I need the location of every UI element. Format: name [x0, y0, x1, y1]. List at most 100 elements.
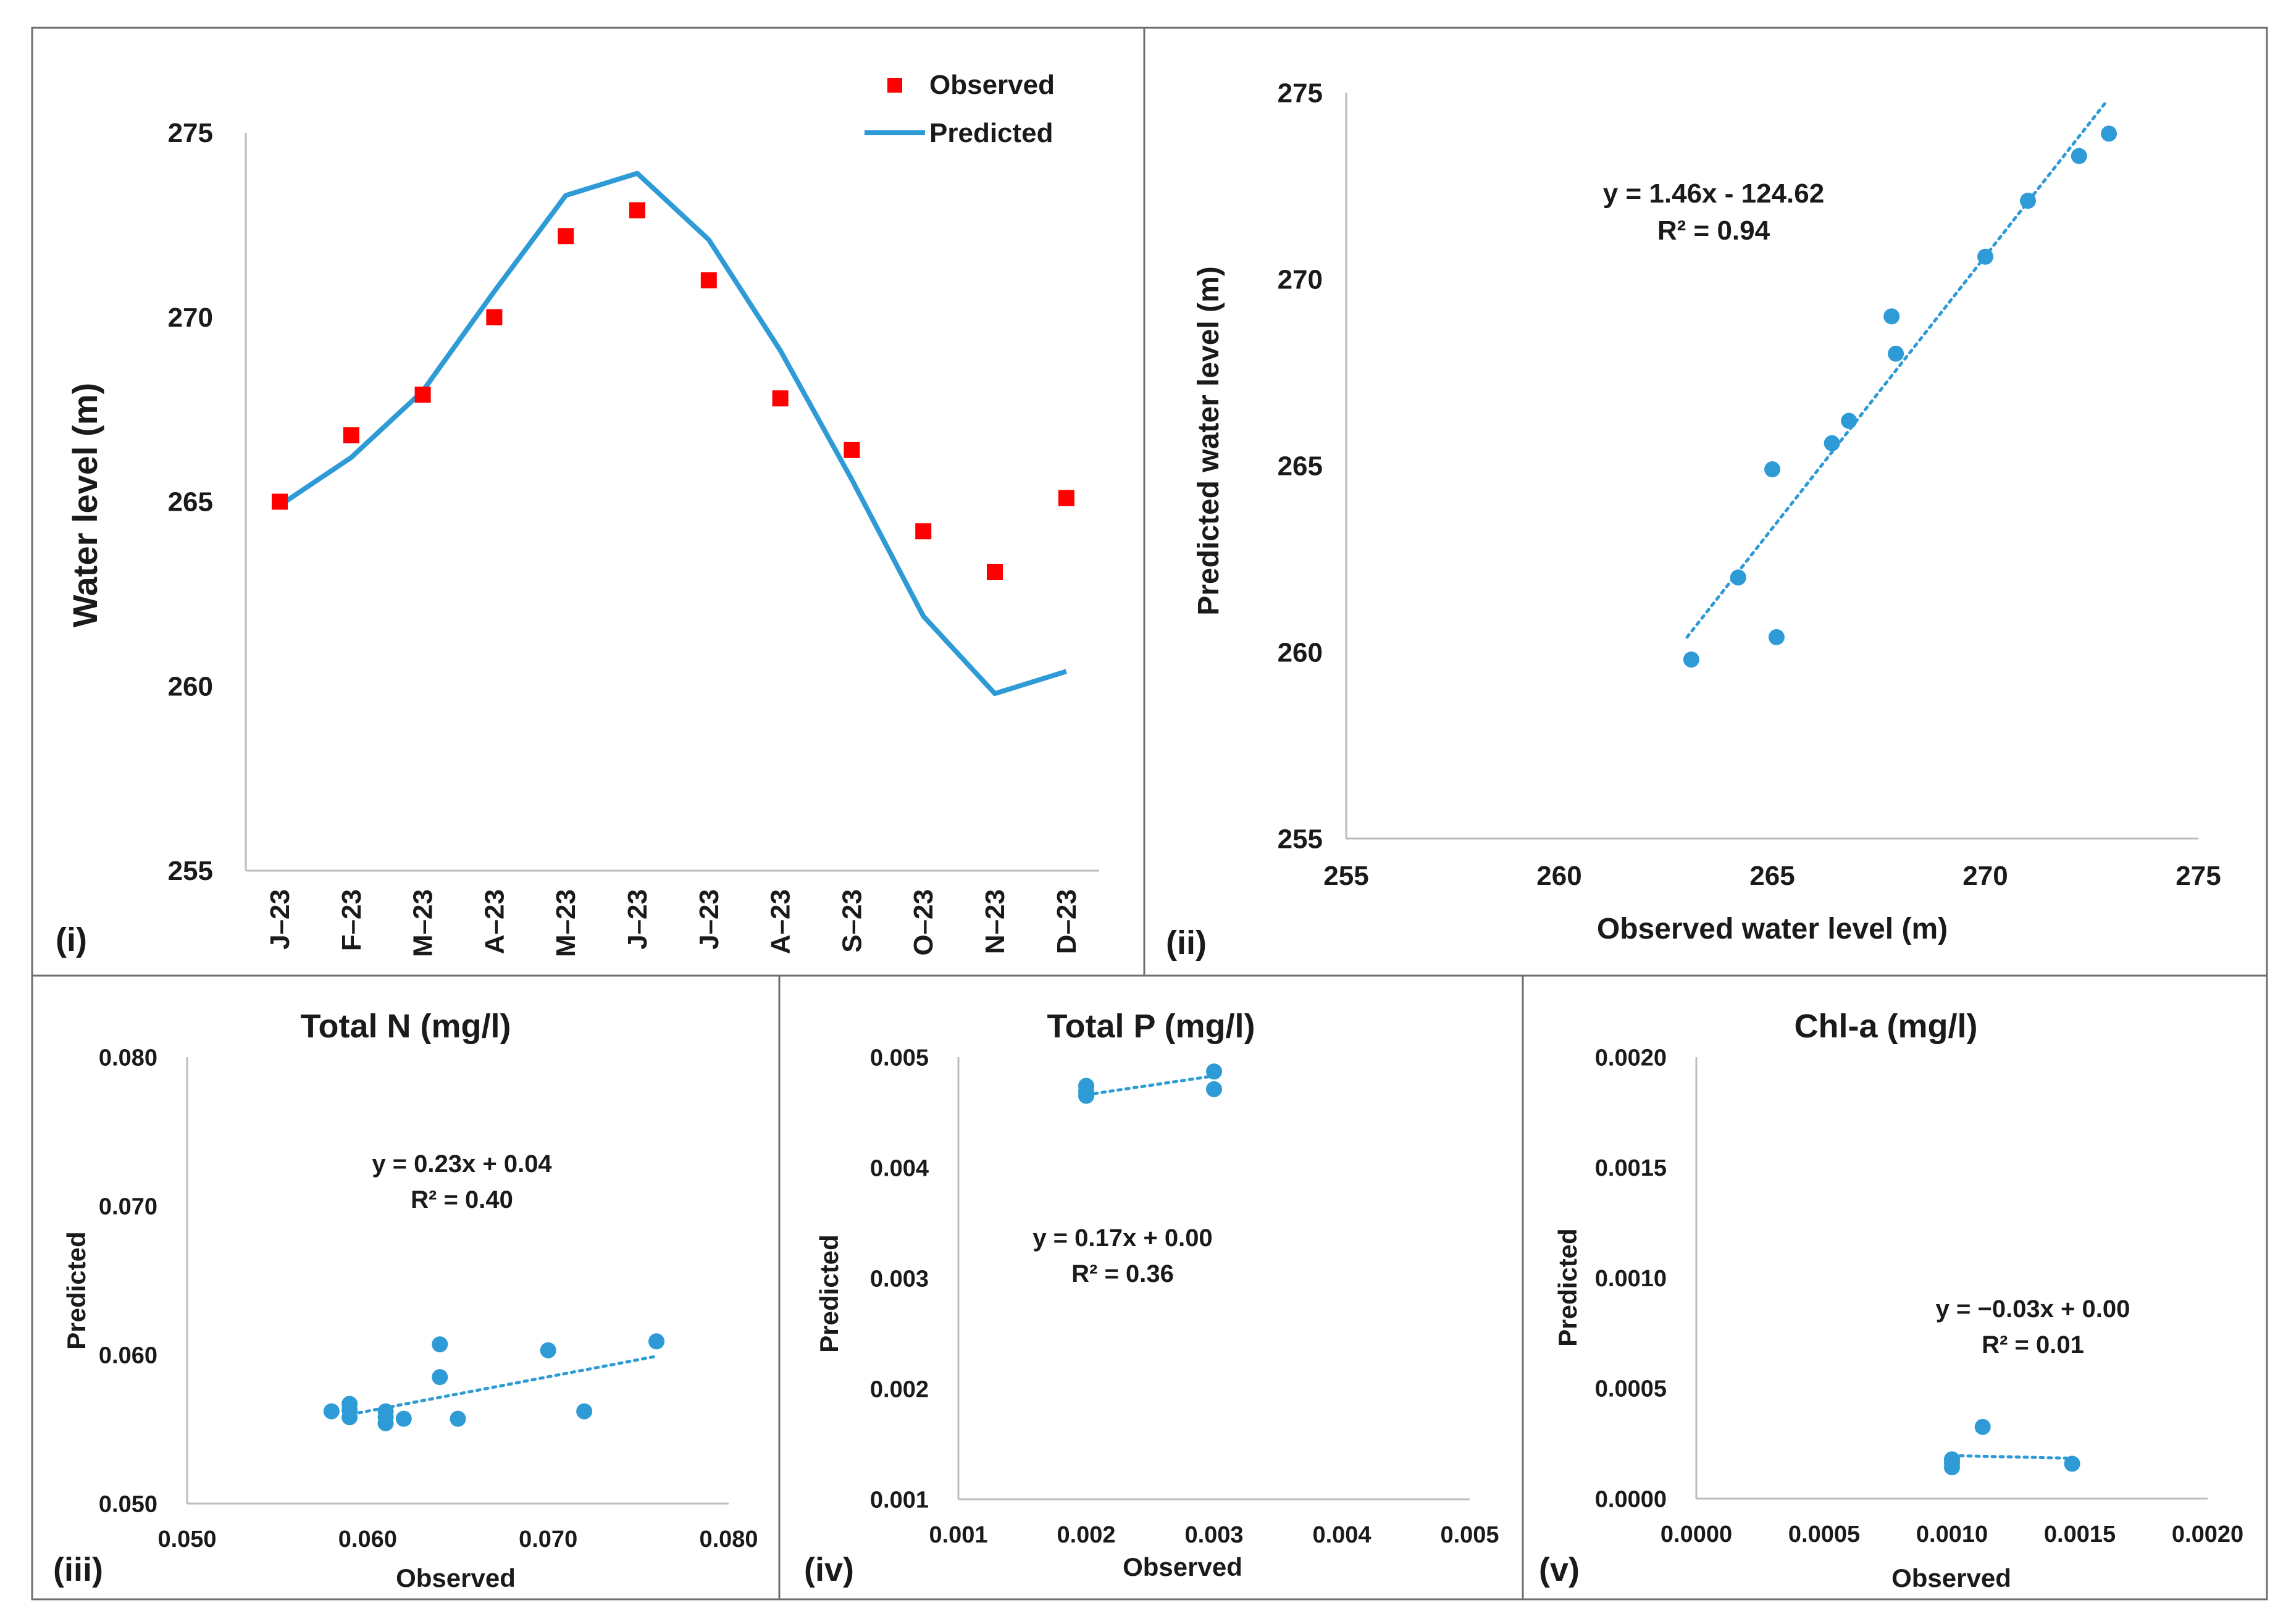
x-tick-label: 0.0010: [1916, 1521, 1988, 1547]
x-tick-label: 0.001: [929, 1522, 987, 1548]
y-tick-labels: 0.050 0.060 0.070 0.080: [99, 1045, 157, 1517]
y-tick-label: 0.004: [870, 1155, 929, 1181]
y-axis-title: Predicted: [62, 1231, 91, 1349]
data-point: [1883, 308, 1900, 325]
observed-marker: [700, 272, 717, 288]
data-point: [1888, 345, 1904, 362]
data-point: [1730, 569, 1746, 586]
trendline: [1685, 102, 2106, 639]
x-tick-label: M–23: [551, 889, 581, 957]
data-point: [432, 1336, 448, 1353]
r-squared: R² = 0.36: [1071, 1260, 1174, 1287]
data-point: [1764, 461, 1780, 478]
data-point: [1824, 435, 1840, 451]
y-tick-label: 255: [168, 856, 213, 886]
x-tick-labels: 0.001 0.002 0.003 0.004 0.005: [929, 1522, 1499, 1548]
r-squared: R² = 0.94: [1657, 216, 1770, 246]
observed-marker: [343, 427, 359, 443]
y-tick-label: 260: [1278, 637, 1323, 668]
observed-marker: [915, 523, 932, 540]
r-squared: R² = 0.40: [411, 1186, 513, 1213]
y-tick-label: 255: [1278, 824, 1323, 854]
data-points: [1683, 125, 2117, 668]
y-tick-label: 0.080: [99, 1045, 157, 1071]
x-tick-label: 260: [1536, 861, 1581, 891]
y-tick-labels: 255 260 265 270 275: [1278, 78, 1323, 854]
panel-label: (ii): [1166, 924, 1207, 961]
x-tick-label: J–23: [694, 889, 724, 950]
data-point: [450, 1410, 466, 1427]
r-squared: R² = 0.01: [1982, 1331, 2084, 1358]
y-tick-label: 0.003: [870, 1266, 929, 1292]
trendline: [1950, 1454, 2074, 1460]
data-points: [323, 1333, 665, 1431]
panel-iii-total-n-scatter: 0.050 0.060 0.070 0.080 0.050 0.060 0.070 0.08…: [53, 1008, 758, 1593]
y-tick-label: 0.0020: [1595, 1045, 1667, 1071]
x-tick-label: 0.003: [1184, 1522, 1243, 1548]
x-tick-label: 255: [1323, 861, 1368, 891]
x-tick-label: 0.0000: [1661, 1521, 1732, 1547]
data-point: [1944, 1451, 1960, 1468]
observed-marker: [987, 564, 1003, 580]
data-point: [1206, 1081, 1222, 1097]
y-tick-label: 0.060: [99, 1342, 157, 1368]
x-axis-title: Observed: [396, 1563, 516, 1593]
y-tick-label: 275: [168, 118, 213, 148]
data-point: [1206, 1063, 1222, 1080]
data-point: [648, 1333, 665, 1350]
y-tick-label: 270: [168, 303, 213, 333]
data-point: [2020, 193, 2036, 209]
data-point: [576, 1403, 593, 1420]
observed-marker: [414, 387, 431, 403]
y-tick-label: 0.0015: [1595, 1155, 1667, 1181]
x-axis-title: Observed water level (m): [1597, 913, 1948, 945]
x-tick-label: A–23: [766, 889, 796, 954]
y-tick-label: 265: [168, 487, 213, 517]
x-tick-label: 0.050: [157, 1526, 216, 1552]
data-point: [432, 1369, 448, 1386]
x-tick-labels: J–23 F–23 M–23 A–23 M–23 J–23 J–23 A–23 S–23 O–23…: [265, 889, 1082, 957]
y-tick-labels: 0.0000 0.0005 0.0010 0.0015 0.0020: [1595, 1045, 1667, 1512]
data-point: [323, 1403, 340, 1420]
x-tick-label: 275: [2176, 861, 2221, 891]
panel-label: (iii): [53, 1551, 103, 1588]
data-point: [2071, 148, 2087, 164]
predicted-series-line: [278, 170, 1067, 697]
observed-marker: [1058, 490, 1074, 506]
x-tick-label: N–23: [980, 889, 1010, 954]
data-points: [1944, 1418, 2080, 1476]
y-tick-label: 0.001: [870, 1487, 929, 1513]
y-tick-label: 0.050: [99, 1491, 157, 1517]
y-tick-label: 265: [1278, 451, 1323, 481]
y-axis-title: Predicted: [1553, 1228, 1582, 1346]
chart-title: Total P (mg/l): [1047, 1008, 1255, 1045]
y-tick-label: 0.0010: [1595, 1266, 1667, 1292]
data-point: [1683, 651, 1699, 668]
x-tick-label: A–23: [479, 889, 509, 954]
y-tick-label: 0.0005: [1595, 1376, 1667, 1402]
data-point: [540, 1342, 556, 1358]
data-point: [1768, 629, 1785, 645]
trend-equation: y = −0.03x + 0.00: [1936, 1295, 2130, 1323]
trendline: [1084, 1074, 1216, 1097]
observed-marker: [486, 309, 503, 325]
legend-observed-swatch: [887, 78, 902, 93]
data-point: [1078, 1087, 1094, 1104]
observed-marker: [272, 493, 288, 510]
x-tick-labels: 0.0000 0.0005 0.0010 0.0015 0.0020: [1661, 1521, 2243, 1547]
panel-ii-water-level-scatter: 255 260 265 270 275 255 260 265 270 275 y = 1.46…: [1166, 78, 2221, 961]
x-tick-label: 0.060: [338, 1526, 397, 1552]
data-point: [2101, 125, 2117, 142]
data-point: [341, 1409, 358, 1426]
data-point: [1974, 1418, 1991, 1435]
y-tick-label: 275: [1278, 78, 1323, 108]
chart-title: Total N (mg/l): [301, 1008, 511, 1045]
x-tick-label: F–23: [337, 889, 367, 951]
x-tick-label: D–23: [1052, 889, 1082, 954]
y-axis-title: Water level (m): [65, 383, 104, 627]
trendline: [357, 1354, 658, 1415]
x-tick-label: 0.070: [519, 1526, 577, 1552]
